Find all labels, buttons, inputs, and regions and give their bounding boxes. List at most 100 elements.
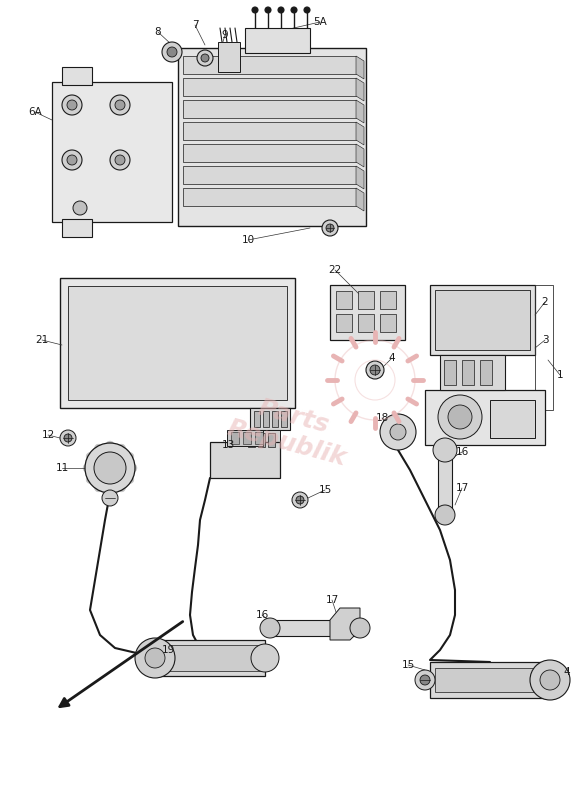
Circle shape: [117, 484, 126, 492]
Text: 15: 15: [401, 660, 415, 670]
Bar: [210, 442, 280, 478]
Bar: [160, 645, 260, 671]
Bar: [480, 360, 492, 385]
Circle shape: [95, 444, 103, 452]
Circle shape: [380, 414, 416, 450]
Circle shape: [126, 475, 134, 483]
Circle shape: [370, 365, 380, 375]
Text: 2: 2: [542, 297, 548, 307]
Polygon shape: [356, 100, 364, 123]
Text: 17: 17: [456, 483, 468, 493]
Bar: [336, 314, 352, 332]
Circle shape: [201, 54, 209, 62]
Text: 6A: 6A: [28, 107, 42, 117]
Circle shape: [115, 100, 125, 110]
Bar: [245, 430, 280, 450]
Bar: [245, 28, 310, 53]
Text: 5A: 5A: [313, 17, 327, 27]
Bar: [425, 390, 545, 445]
Text: 22: 22: [328, 265, 342, 275]
Bar: [444, 360, 456, 385]
Circle shape: [67, 100, 77, 110]
Text: 11: 11: [55, 463, 69, 473]
Bar: [52, 82, 172, 222]
Circle shape: [296, 496, 304, 504]
Circle shape: [106, 441, 114, 449]
Bar: [60, 278, 295, 408]
Bar: [430, 662, 550, 698]
Bar: [263, 411, 269, 427]
Circle shape: [62, 150, 82, 170]
Polygon shape: [330, 608, 360, 640]
Circle shape: [86, 453, 94, 461]
Bar: [435, 290, 530, 350]
Bar: [272, 411, 278, 427]
Circle shape: [106, 487, 114, 495]
Circle shape: [326, 224, 334, 232]
Bar: [248, 433, 255, 447]
Bar: [380, 291, 396, 309]
Bar: [183, 56, 356, 74]
Bar: [358, 314, 374, 332]
Bar: [254, 411, 260, 427]
Circle shape: [292, 492, 308, 508]
Circle shape: [135, 638, 175, 678]
Bar: [250, 408, 290, 430]
Bar: [462, 360, 474, 385]
Circle shape: [390, 424, 406, 440]
Bar: [231, 432, 239, 444]
Text: 4: 4: [389, 353, 395, 363]
Polygon shape: [356, 122, 364, 145]
Bar: [430, 285, 535, 355]
Circle shape: [62, 95, 82, 115]
Circle shape: [115, 155, 125, 165]
Bar: [438, 450, 452, 515]
Text: 1: 1: [557, 370, 564, 380]
Text: 19: 19: [161, 645, 175, 655]
Circle shape: [304, 7, 310, 13]
Bar: [490, 400, 535, 438]
Circle shape: [350, 618, 370, 638]
Text: 4: 4: [564, 667, 571, 677]
Circle shape: [291, 7, 297, 13]
Circle shape: [420, 675, 430, 685]
Bar: [178, 48, 366, 226]
Circle shape: [366, 361, 384, 379]
Circle shape: [129, 464, 137, 472]
Bar: [183, 100, 356, 118]
Circle shape: [117, 444, 126, 452]
Bar: [268, 433, 275, 447]
Circle shape: [94, 452, 126, 484]
Text: 16: 16: [255, 610, 269, 620]
Circle shape: [110, 95, 130, 115]
Circle shape: [83, 464, 91, 472]
Bar: [440, 355, 505, 390]
Text: 17: 17: [325, 595, 339, 605]
Bar: [62, 67, 92, 85]
Circle shape: [67, 155, 77, 165]
Polygon shape: [356, 166, 364, 189]
Polygon shape: [356, 144, 364, 167]
Polygon shape: [356, 56, 364, 79]
Bar: [183, 78, 356, 96]
Bar: [218, 42, 240, 72]
Circle shape: [73, 201, 87, 215]
Text: 15: 15: [318, 485, 332, 495]
Bar: [330, 285, 405, 340]
Text: 3: 3: [542, 335, 548, 345]
Circle shape: [448, 405, 472, 429]
Circle shape: [415, 670, 435, 690]
Bar: [155, 640, 265, 676]
Bar: [258, 433, 265, 447]
Circle shape: [60, 430, 76, 446]
Circle shape: [126, 453, 134, 461]
Bar: [183, 166, 356, 184]
Circle shape: [85, 443, 135, 493]
Circle shape: [252, 7, 258, 13]
Bar: [336, 291, 352, 309]
Text: 16: 16: [456, 447, 468, 457]
Text: 13: 13: [221, 440, 235, 450]
Polygon shape: [356, 78, 364, 101]
Circle shape: [110, 150, 130, 170]
Bar: [281, 411, 287, 427]
